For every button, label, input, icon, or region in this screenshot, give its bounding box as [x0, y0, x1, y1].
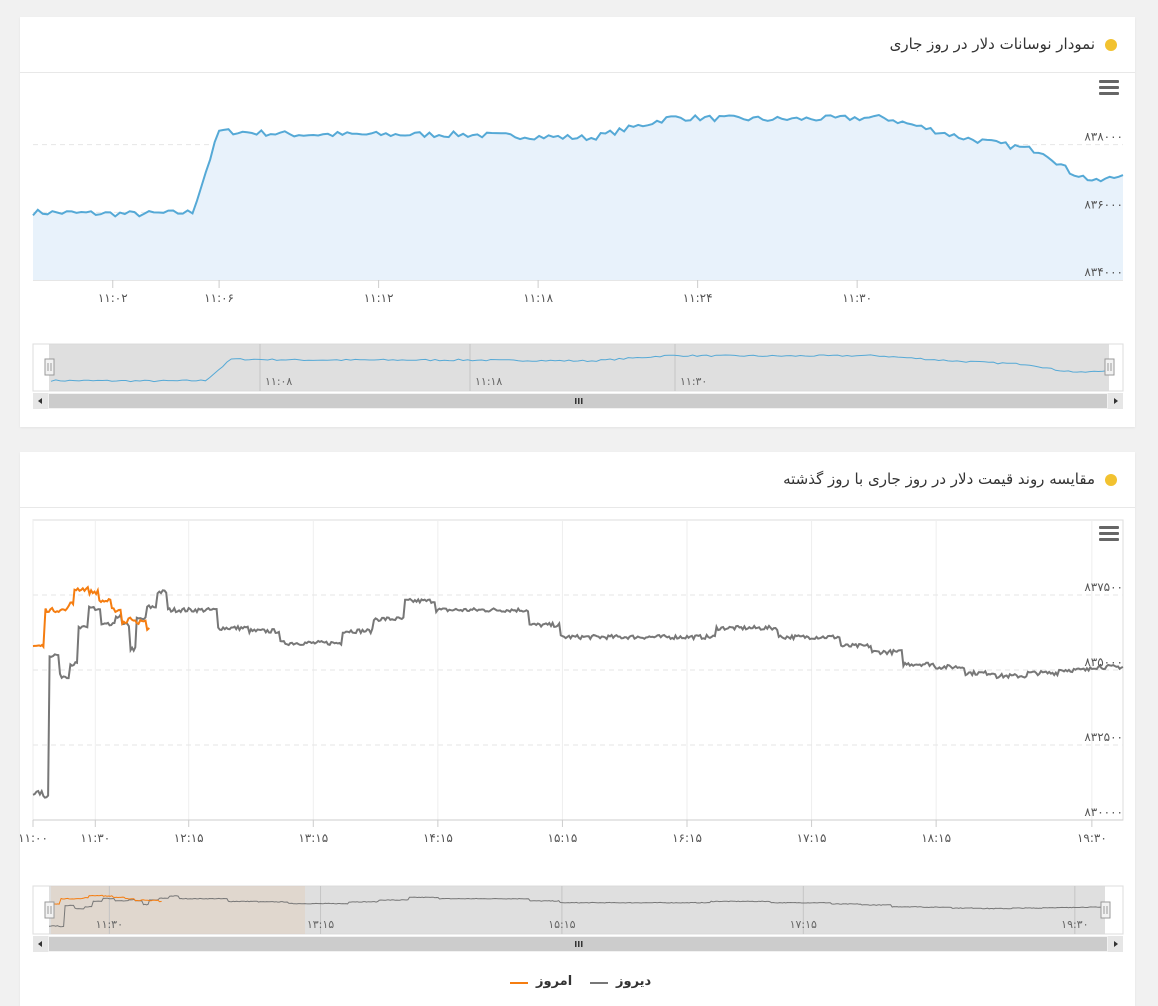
- x-tick-label: ۱۱:۳۰: [80, 831, 110, 845]
- grip-icon: [578, 398, 580, 404]
- menu-bar: [1099, 532, 1119, 535]
- navigator-series: [48, 895, 1106, 928]
- y-tick-label: ۸۳۷۵۰۰: [1084, 580, 1123, 594]
- series-lines: [32, 585, 1124, 799]
- x-tick-label: ۱۵:۱۵: [548, 831, 578, 845]
- navigator-tick-label: ۱۱:۰۸: [265, 375, 292, 388]
- navigator[interactable]: ۱۱:۰۸ ۱۱:۱۸ ۱۱:۳۰: [32, 343, 1124, 392]
- navigator-series: [50, 354, 1108, 383]
- navigator-handle[interactable]: [44, 358, 55, 376]
- navigator-tick-label: ۱۱:۳۰: [680, 375, 707, 388]
- x-tick-label: ۱۷:۱۵: [797, 831, 827, 845]
- navigator-tick-label: ۱۳:۱۵: [307, 918, 334, 931]
- series-line-yesterday[interactable]: [32, 589, 1124, 799]
- series-line-today[interactable]: [32, 585, 150, 650]
- grip-icon: [578, 941, 580, 947]
- scrollbar[interactable]: [33, 936, 1123, 952]
- navigator-today-range: [51, 886, 305, 934]
- arrow-left-icon[interactable]: [38, 398, 42, 404]
- y-axis: ۸۳۰۰۰۰ ۸۳۲۵۰۰ ۸۳۵۰۰۰ ۸۳۷۵۰۰: [1084, 580, 1123, 819]
- navigator-tick-label: ۱۵:۱۵: [548, 918, 575, 931]
- grip-icon: [575, 941, 577, 947]
- navigator-mask[interactable]: [49, 886, 1105, 934]
- y-tick-label: ۸۳۶۰۰۰: [1084, 197, 1123, 211]
- arrow-right-icon[interactable]: [1114, 941, 1118, 947]
- y-tick-label: ۸۳۰۰۰۰: [1084, 805, 1123, 819]
- x-tick-label: ۱۳:۱۵: [298, 831, 328, 845]
- x-tick-label: ۱۸:۱۵: [921, 831, 951, 845]
- x-tick-label: ۱۱:۳۰: [842, 291, 872, 305]
- x-tick-label: ۱۱:۲۴: [683, 291, 713, 305]
- scrollbar[interactable]: [33, 393, 1123, 409]
- menu-bar: [1099, 92, 1119, 95]
- title-dot-icon: [1105, 474, 1117, 486]
- x-tick-label: ۱۱:۱۸: [523, 291, 553, 305]
- menu-bar: [1099, 80, 1119, 83]
- arrow-right-icon[interactable]: [1114, 398, 1118, 404]
- grid: [32, 519, 1124, 821]
- chart-title: نمودار نوسانات دلار در روز جاری: [889, 35, 1095, 53]
- x-tick-label: ۱۱:۱۲: [364, 291, 394, 305]
- legend-swatch: [510, 982, 528, 984]
- navigator[interactable]: ۱۱:۳۰ ۱۳:۱۵ ۱۵:۱۵ ۱۷:۱۵ ۱۹:۳۰: [32, 885, 1124, 935]
- y-axis: ۸۳۴۰۰۰ ۸۳۶۰۰۰ ۸۳۸۰۰۰: [1084, 130, 1123, 279]
- dollar-fluctuation-card: نمودار نوسانات دلار در روز جاری ۱۱:۰۲ ۱۱:…: [20, 17, 1135, 427]
- legend-label: دیروز: [616, 974, 652, 989]
- navigator-mask[interactable]: [49, 344, 1109, 391]
- x-tick-label: ۱۱:۰۲: [98, 291, 128, 305]
- navigator-handle[interactable]: [1100, 901, 1111, 919]
- grip-icon: [575, 398, 577, 404]
- x-tick-label: ۱۱:۰۰: [20, 831, 48, 845]
- legend-label: امروز: [536, 974, 573, 989]
- navigator-tick-label: ۱۹:۳۰: [1061, 918, 1088, 931]
- x-tick-label: ۱۲:۱۵: [174, 831, 204, 845]
- x-tick-label: ۱۶:۱۵: [672, 831, 702, 845]
- series-area: [33, 115, 1123, 280]
- navigator-tick-label: ۱۱:۱۸: [475, 375, 502, 388]
- comparison-chart[interactable]: ۱۱:۰۰ ۱۱:۳۰ ۱۲:۱۵ ۱۳:۱۵ ۱۴:۱۵ ۱۵:۱۵ ۱۶:۱۵ ۱۷:۱۵…: [20, 452, 1135, 1006]
- dollar-comparison-card: مقایسه روند قیمت دلار در روز جاری با روز…: [20, 452, 1135, 1006]
- y-tick-label: ۸۳۸۰۰۰: [1084, 130, 1123, 144]
- navigator-tick-label: ۱۷:۱۵: [790, 918, 817, 931]
- menu-bar: [1099, 526, 1119, 529]
- menu-bar: [1099, 538, 1119, 541]
- series-line[interactable]: [32, 113, 1124, 218]
- grip-icon: [581, 398, 583, 404]
- x-tick-label: ۱۹:۳۰: [1077, 831, 1107, 845]
- hamburger-menu-icon[interactable]: [1099, 526, 1119, 541]
- chart-title: مقایسه روند قیمت دلار در روز جاری با روز…: [783, 470, 1095, 488]
- legend-swatch: [590, 982, 608, 984]
- grip-icon: [581, 941, 583, 947]
- x-tick-label: ۱۱:۰۶: [204, 291, 234, 305]
- title-dot-icon: [1105, 39, 1117, 51]
- y-tick-label: ۸۳۴۰۰۰: [1084, 265, 1123, 279]
- navigator-handle[interactable]: [1104, 358, 1115, 376]
- x-tick-label: ۱۴:۱۵: [423, 831, 453, 845]
- navigator-handle[interactable]: [44, 901, 55, 919]
- hamburger-menu-icon[interactable]: [1099, 80, 1119, 95]
- x-axis: ۱۱:۰۰ ۱۱:۳۰ ۱۲:۱۵ ۱۳:۱۵ ۱۴:۱۵ ۱۵:۱۵ ۱۶:۱۵ ۱۷:۱۵…: [20, 820, 1107, 845]
- navigator-tick-label: ۱۱:۳۰: [96, 918, 123, 931]
- card-header: نمودار نوسانات دلار در روز جاری: [20, 17, 1135, 73]
- y-tick-label: ۸۳۲۵۰۰: [1084, 730, 1123, 744]
- intraday-chart[interactable]: ۱۱:۰۲ ۱۱:۰۶ ۱۱:۱۲ ۱۱:۱۸ ۱۱:۲۴ ۱۱:۳۰ ۸۳۴۰۰۰ ۸۳۶…: [20, 17, 1135, 427]
- legend: امروز دیروز: [20, 972, 1135, 994]
- menu-bar: [1099, 86, 1119, 89]
- x-axis: ۱۱:۰۲ ۱۱:۰۶ ۱۱:۱۲ ۱۱:۱۸ ۱۱:۲۴ ۱۱:۳۰: [98, 280, 872, 305]
- navigator-series: [49, 894, 162, 905]
- card-header: مقایسه روند قیمت دلار در روز جاری با روز…: [20, 452, 1135, 508]
- arrow-left-icon[interactable]: [38, 941, 42, 947]
- y-tick-label: ۸۳۵۰۰۰: [1084, 655, 1123, 669]
